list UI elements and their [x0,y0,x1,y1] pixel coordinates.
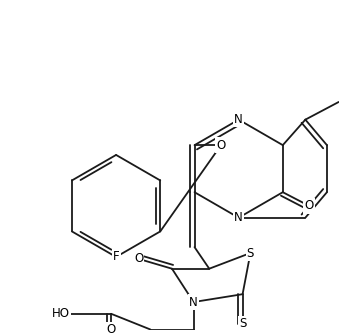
Text: S: S [239,317,246,330]
Text: F: F [113,250,119,263]
Text: S: S [247,247,254,259]
Text: N: N [189,296,198,308]
Text: O: O [107,323,116,336]
Text: N: N [234,113,243,126]
Text: O: O [305,200,314,212]
Text: O: O [216,139,226,152]
Text: N: N [234,211,243,224]
Text: HO: HO [52,307,70,320]
Text: O: O [134,252,143,265]
